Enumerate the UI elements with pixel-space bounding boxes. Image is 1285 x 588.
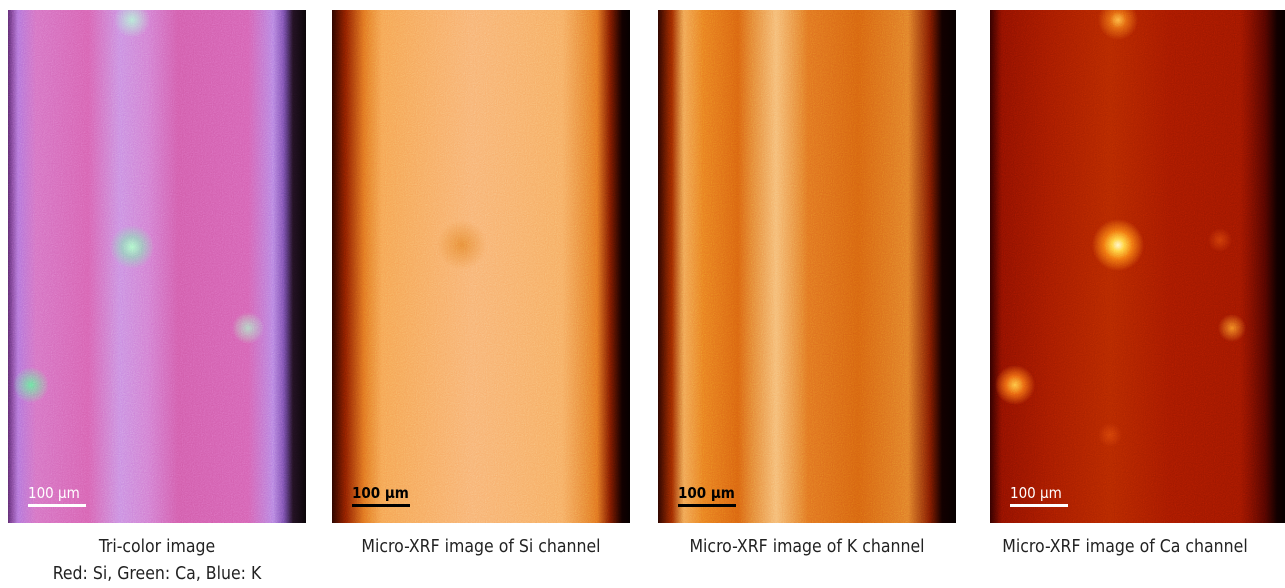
image-grain	[8, 10, 306, 523]
caption-line: Micro-XRF image of Ca channel	[1002, 537, 1248, 557]
scale-bar-label: 100 µm	[28, 484, 80, 502]
caption-line: Micro-XRF image of Si channel	[361, 537, 601, 557]
scale-bar: 100 µm	[678, 484, 736, 507]
scale-bar: 100 µm	[28, 484, 86, 507]
scale-bar-label: 100 µm	[352, 484, 409, 502]
caption: Micro-XRF image of Si channel	[321, 534, 641, 561]
caption-line: Tri-color image	[98, 537, 216, 557]
scale-bar-label: 100 µm	[1010, 484, 1062, 502]
scale-bar-label: 100 µm	[678, 484, 735, 502]
caption: Tri-color image Red: Si, Green: Ca, Blue…	[0, 534, 317, 588]
ca-channel-image: 100 µm	[990, 10, 1285, 523]
k-channel-image: 100 µm	[658, 10, 956, 523]
si-channel-image: 100 µm	[332, 10, 630, 523]
scale-bar: 100 µm	[1010, 484, 1068, 507]
scale-bar: 100 µm	[352, 484, 410, 507]
caption-line: Red: Si, Green: Ca, Blue: K	[52, 564, 262, 584]
image-grain	[990, 10, 1285, 523]
image-grain	[658, 10, 956, 523]
caption: Micro-XRF image of Ca channel	[965, 534, 1285, 561]
caption-line: Micro-XRF image of K channel	[689, 537, 925, 557]
tri-color-image: 100 µm	[8, 10, 306, 523]
caption: Micro-XRF image of K channel	[647, 534, 967, 561]
image-grain	[332, 10, 630, 523]
